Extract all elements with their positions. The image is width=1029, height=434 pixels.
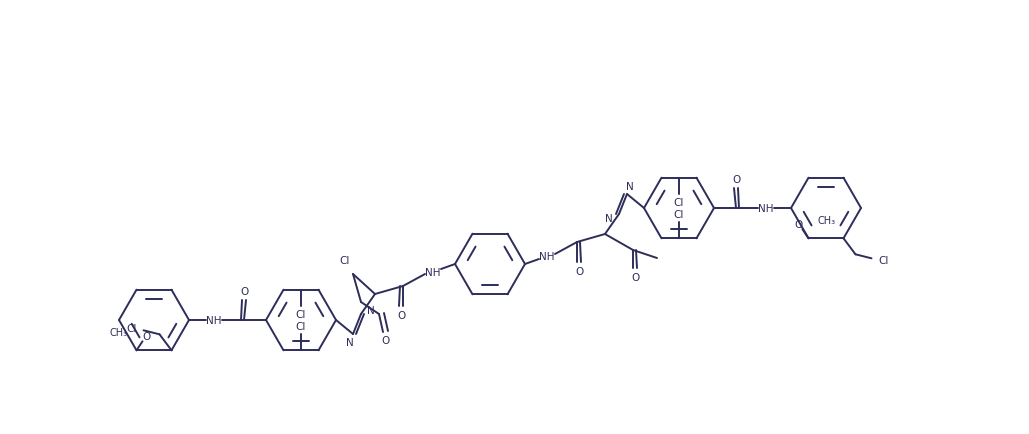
Text: NH: NH (539, 251, 555, 261)
Text: N: N (346, 337, 354, 347)
Text: O: O (381, 335, 389, 345)
Text: O: O (575, 266, 583, 276)
Text: CH₃: CH₃ (817, 216, 836, 226)
Text: NH: NH (425, 267, 440, 277)
Text: N: N (367, 305, 375, 315)
Text: Cl: Cl (340, 256, 350, 265)
Text: O: O (240, 286, 248, 296)
Text: Cl: Cl (674, 197, 684, 207)
Text: CH₃: CH₃ (109, 328, 128, 338)
Text: Cl: Cl (295, 309, 307, 319)
Text: Cl: Cl (295, 322, 307, 332)
Text: N: N (626, 181, 634, 191)
Text: N: N (605, 214, 613, 224)
Text: O: O (397, 310, 405, 320)
Text: NH: NH (206, 315, 222, 325)
Text: NH: NH (758, 204, 774, 214)
Text: O: O (631, 273, 639, 283)
Text: Cl: Cl (879, 256, 889, 266)
Text: Cl: Cl (674, 210, 684, 220)
Text: O: O (794, 220, 803, 230)
Text: O: O (142, 332, 150, 342)
Text: Cl: Cl (127, 324, 137, 334)
Text: O: O (732, 174, 740, 184)
